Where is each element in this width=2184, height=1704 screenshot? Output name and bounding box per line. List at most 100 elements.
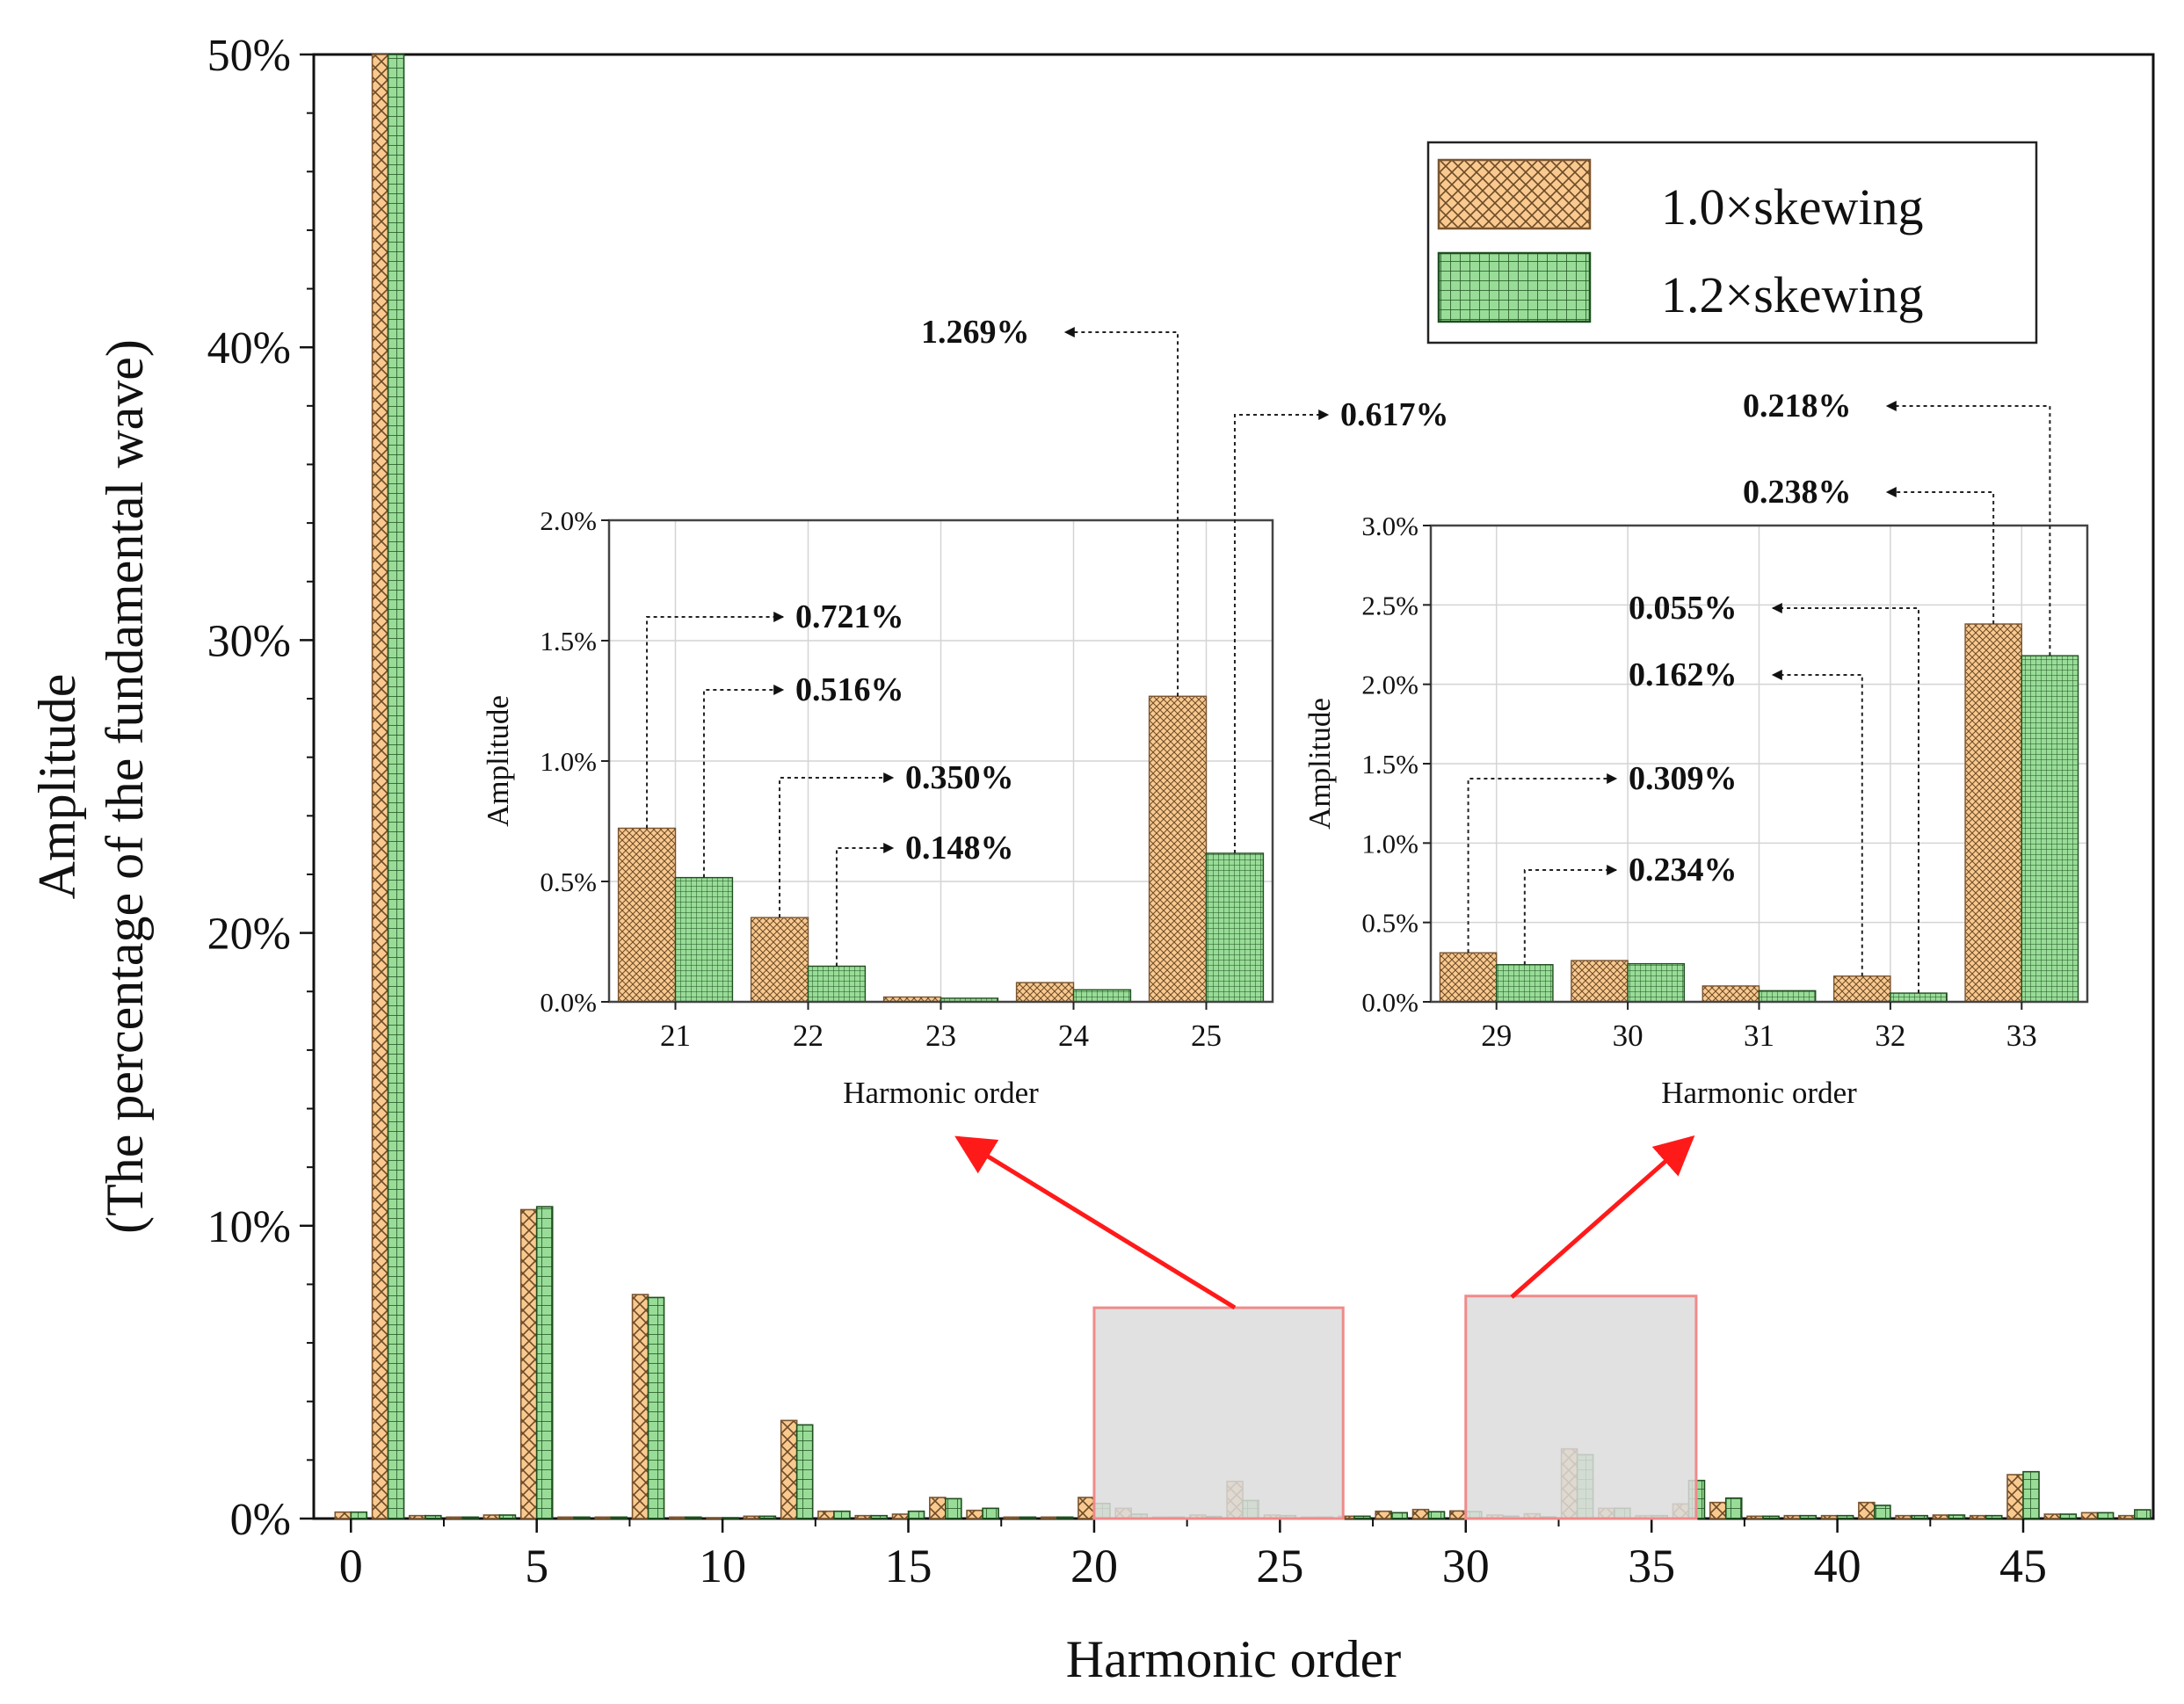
inset2-bar-s1-30 bbox=[1571, 960, 1629, 1003]
main-bar-s1-h11 bbox=[743, 1515, 761, 1519]
main-bar-s2-h8 bbox=[647, 1296, 665, 1519]
y-axis-title: Amplitude bbox=[28, 674, 86, 900]
inset-x-tick-label: 33 bbox=[2006, 1019, 2037, 1053]
main-bar-s2-h3 bbox=[461, 1516, 479, 1519]
main-bar-s1-h17 bbox=[966, 1509, 983, 1519]
main-bar-s1-h40 bbox=[1820, 1514, 1839, 1519]
main-bar-s2-h9 bbox=[685, 1516, 702, 1519]
inset1-bar-s2-25 bbox=[1205, 852, 1265, 1003]
main-bar-s1-h45 bbox=[2006, 1474, 2024, 1519]
main-bar-s2-h14 bbox=[870, 1514, 889, 1519]
zoom-regions bbox=[954, 1135, 1698, 1520]
main-bar-s1-h18 bbox=[1003, 1516, 1021, 1519]
inset2-bar-s2-32 bbox=[1890, 992, 1948, 1003]
legend-swatch-2 bbox=[1437, 251, 1592, 323]
y-tick-label: 10% bbox=[207, 1202, 291, 1252]
inset1-bar-s2-24 bbox=[1072, 989, 1132, 1003]
main-bar-s1-h28 bbox=[1375, 1510, 1393, 1519]
inset-y-tick-label: 2.0% bbox=[1361, 670, 1419, 700]
annotation-leader bbox=[1885, 401, 2051, 656]
annotation-value: 0.617% bbox=[1340, 396, 1449, 433]
inset-x-tick-label: 23 bbox=[925, 1019, 956, 1053]
main-bar-s2-h15 bbox=[907, 1510, 925, 1519]
main-bar-s1-h16 bbox=[929, 1497, 947, 1519]
inset-x-tick-label: 32 bbox=[1875, 1019, 1905, 1053]
main-bar-s2-h48 bbox=[2134, 1509, 2151, 1519]
main-bar-s1-h41 bbox=[1858, 1501, 1876, 1519]
main-bar-s2-h46 bbox=[2059, 1513, 2078, 1519]
x-tick-label: 15 bbox=[885, 1540, 932, 1592]
main-bar-s1-h48 bbox=[2118, 1514, 2136, 1519]
inset-x-tick-label: 22 bbox=[793, 1019, 824, 1053]
inset-x-axis-title: Harmonic order bbox=[843, 1076, 1039, 1110]
legend-label-2: 1.2×skewing bbox=[1661, 266, 1924, 323]
inset1-bar-s2-22 bbox=[807, 965, 867, 1003]
annotation-leader bbox=[1233, 410, 1330, 853]
inset-y-tick-label: 0.5% bbox=[540, 867, 597, 897]
main-bar-s1-h43 bbox=[1932, 1514, 1950, 1519]
inset-y-tick-label: 2.5% bbox=[1361, 590, 1419, 620]
legend: 1.0×skewing 1.2×skewing bbox=[1426, 141, 2038, 344]
main-bar-s2-h7 bbox=[610, 1516, 628, 1519]
zoom-arrow-1 bbox=[954, 1135, 1237, 1310]
inset-x-tick-label: 30 bbox=[1613, 1019, 1643, 1053]
inset-y-tick-label: 0.0% bbox=[1361, 987, 1419, 1018]
main-bar-s2-h17 bbox=[982, 1507, 999, 1519]
main-bar-s1-h46 bbox=[2043, 1513, 2062, 1519]
main-bar-s2-h45 bbox=[2022, 1470, 2040, 1519]
main-bar-s2-h13 bbox=[833, 1510, 851, 1519]
x-tick-label: 10 bbox=[699, 1540, 746, 1592]
main-bar-s2-h42 bbox=[1911, 1514, 1928, 1519]
main-bar-s1-h14 bbox=[854, 1514, 873, 1519]
x-tick-label: 35 bbox=[1628, 1540, 1675, 1592]
main-bar-s1-h10 bbox=[706, 1517, 723, 1519]
inset-x-tick-label: 25 bbox=[1191, 1019, 1222, 1053]
main-bar-s1-h0 bbox=[334, 1511, 352, 1519]
main-bar-s2-h18 bbox=[1019, 1516, 1037, 1519]
annotation-leader bbox=[1885, 487, 1995, 625]
inset1-bar-s1-21 bbox=[617, 827, 677, 1003]
main-bar-s1-h1 bbox=[371, 54, 389, 1519]
main-bar-s1-h15 bbox=[891, 1513, 910, 1519]
inset-chart-21-25: 0.0% 0.5% 1.0% 1.5% 2.0% 21 22 23 24 25 Harmonic o… bbox=[481, 314, 1449, 1110]
inset2-bar-s1-33 bbox=[1964, 623, 2023, 1003]
x-tick-label: 40 bbox=[1814, 1540, 1861, 1592]
main-bar-s2-h1 bbox=[387, 54, 405, 1519]
main-bar-s1-h47 bbox=[2080, 1512, 2099, 1519]
main-bar-s2-h6 bbox=[573, 1516, 591, 1519]
inset-y-tick-label: 0.5% bbox=[1361, 908, 1419, 939]
annotation-value: 0.162% bbox=[1629, 656, 1738, 693]
inset-y-tick-label: 1.5% bbox=[1361, 749, 1419, 779]
annotation-leader bbox=[702, 685, 785, 878]
inset-x-tick-label: 31 bbox=[1744, 1019, 1774, 1053]
annotation-value: 0.218% bbox=[1743, 388, 1852, 424]
y-axis-subtitle: (The percentage of the fundamental wave) bbox=[96, 339, 154, 1234]
main-bar-s1-h20 bbox=[1077, 1497, 1095, 1519]
annotation-leader bbox=[1771, 670, 1863, 976]
y-tick-label: 50% bbox=[207, 31, 291, 81]
inset-x-tick-label: 24 bbox=[1058, 1019, 1089, 1053]
main-bar-s2-h38 bbox=[1762, 1515, 1780, 1519]
annotation-leader bbox=[1467, 773, 1618, 954]
main-bar-s2-h37 bbox=[1724, 1497, 1743, 1519]
zoom-region-2 bbox=[1464, 1294, 1698, 1520]
annotation-value: 0.516% bbox=[795, 671, 904, 708]
main-bar-s1-h2 bbox=[409, 1514, 426, 1519]
inset-y-tick-label: 2.0% bbox=[540, 505, 597, 536]
inset2-bar-s1-29 bbox=[1439, 952, 1498, 1003]
main-bar-s2-h39 bbox=[1799, 1514, 1818, 1519]
main-bar-s1-h4 bbox=[483, 1514, 501, 1519]
annotation-leader bbox=[1523, 865, 1618, 965]
annotation-value: 0.309% bbox=[1629, 760, 1738, 797]
inset1-bar-s1-24 bbox=[1015, 982, 1075, 1003]
annotation-leader bbox=[1063, 327, 1179, 697]
inset-y-tick-label: 1.5% bbox=[540, 626, 597, 656]
main-bar-s1-h29 bbox=[1411, 1508, 1430, 1519]
annotation-value: 0.721% bbox=[795, 598, 904, 635]
x-tick-label: 25 bbox=[1256, 1540, 1303, 1592]
annotation-leader bbox=[1771, 603, 1920, 994]
main-bar-s2-h12 bbox=[795, 1424, 814, 1519]
x-axis-title: Harmonic order bbox=[1066, 1630, 1402, 1688]
inset-y-tick-label: 3.0% bbox=[1361, 511, 1419, 541]
